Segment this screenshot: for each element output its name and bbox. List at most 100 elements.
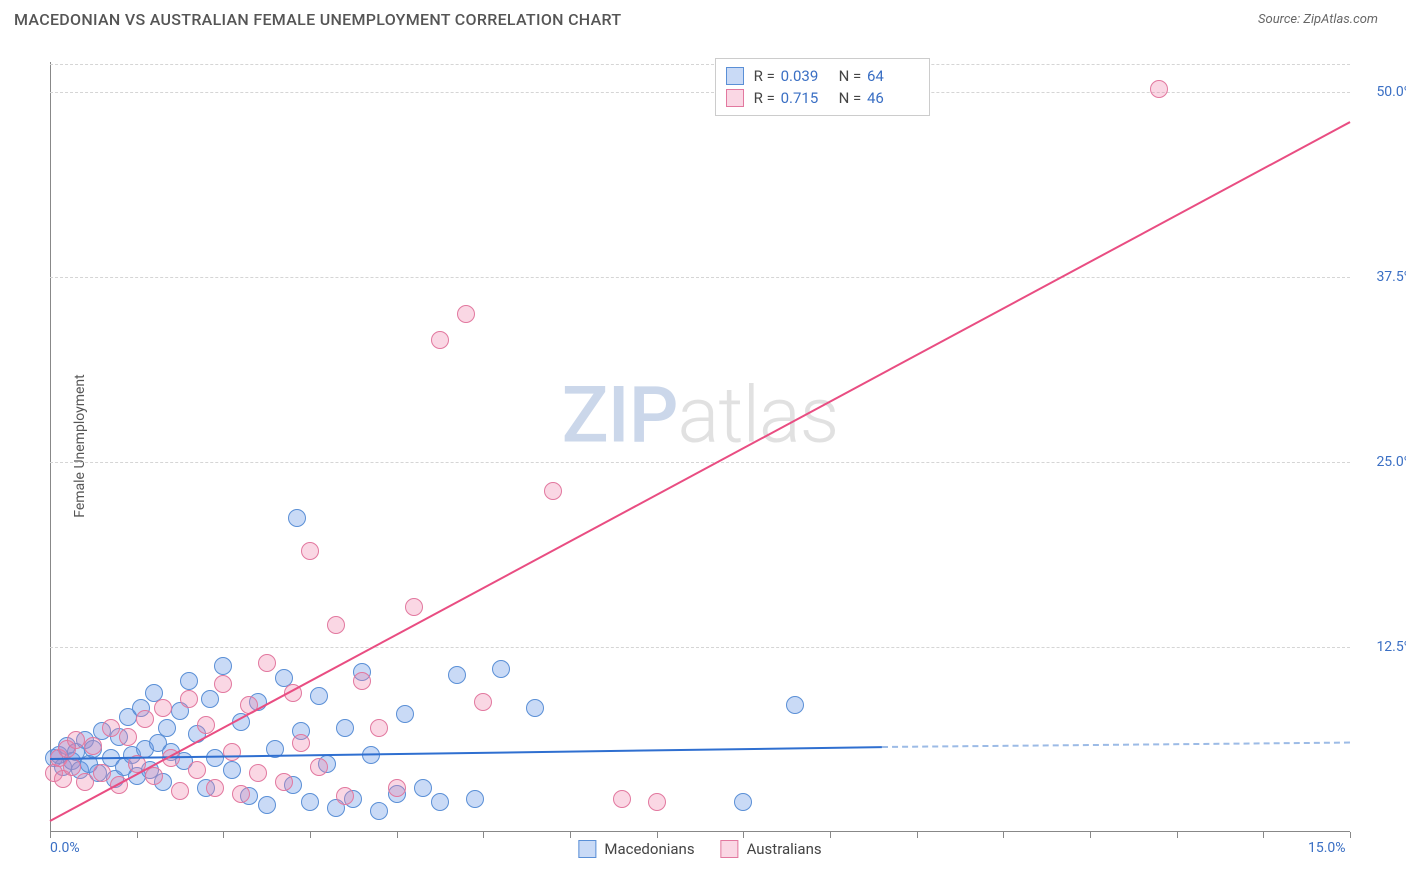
n-label-2: N = (839, 89, 862, 107)
data-point (249, 764, 267, 782)
data-point (431, 793, 449, 811)
n-label-1: N = (839, 67, 862, 85)
data-point (201, 690, 219, 708)
data-point (301, 542, 319, 560)
data-point (301, 793, 319, 811)
data-point (214, 657, 232, 675)
legend-swatch-2 (721, 840, 739, 858)
data-point (310, 687, 328, 705)
data-point (102, 719, 120, 737)
legend-swatch-1 (578, 840, 596, 858)
y-axis (50, 62, 51, 832)
x-tick-mark (1090, 832, 1091, 838)
data-point (136, 710, 154, 728)
data-point (1150, 80, 1168, 98)
data-point (336, 787, 354, 805)
y-tick-label: 12.5% (1358, 639, 1406, 655)
data-point (67, 731, 85, 749)
r-label-1: R = (754, 67, 775, 85)
y-tick-label: 25.0% (1358, 454, 1406, 470)
data-point (310, 758, 328, 776)
data-point (370, 719, 388, 737)
x-tick-label: 0.0% (50, 840, 80, 856)
data-point (93, 764, 111, 782)
data-point (288, 509, 306, 527)
data-point (223, 761, 241, 779)
data-point (84, 737, 102, 755)
data-point (188, 761, 206, 779)
r-value-1: 0.039 (781, 67, 829, 85)
data-point (258, 796, 276, 814)
data-point (206, 749, 224, 767)
data-point (76, 773, 94, 791)
data-point (353, 672, 371, 690)
data-point (388, 779, 406, 797)
x-tick-mark (1350, 832, 1351, 838)
data-point (258, 654, 276, 672)
n-value-2: 46 (867, 89, 915, 107)
data-point (158, 719, 176, 737)
x-axis (50, 831, 1350, 832)
y-tick-label: 50.0% (1358, 84, 1406, 100)
data-point (206, 779, 224, 797)
stats-legend: R = 0.039 N = 64 R = 0.715 N = 46 (715, 58, 930, 116)
data-point (544, 482, 562, 500)
swatch-series1 (726, 67, 744, 85)
gridline (50, 64, 1350, 65)
x-tick-mark (1177, 832, 1178, 838)
r-value-2: 0.715 (781, 89, 829, 107)
data-point (457, 305, 475, 323)
x-tick-mark (1003, 832, 1004, 838)
gridline (50, 462, 1350, 463)
gridline (50, 647, 1350, 648)
data-point (292, 734, 310, 752)
x-tick-mark (657, 832, 658, 838)
x-tick-mark (310, 832, 311, 838)
data-point (474, 693, 492, 711)
stats-row-2: R = 0.715 N = 46 (726, 87, 915, 109)
x-tick-mark (397, 832, 398, 838)
data-point (448, 666, 466, 684)
data-point (171, 782, 189, 800)
legend-label-1: Macedonians (604, 840, 694, 858)
data-point (414, 779, 432, 797)
source-attribution: Source: ZipAtlas.com (1258, 12, 1378, 27)
data-point (613, 790, 631, 808)
chart-title: MACEDONIAN VS AUSTRALIAN FEMALE UNEMPLOY… (14, 10, 621, 29)
x-tick-label: 15.0% (1308, 840, 1346, 856)
legend-label-2: Australians (747, 840, 822, 858)
series-legend: Macedonians Australians (578, 840, 821, 858)
x-tick-mark (50, 832, 51, 838)
x-tick-mark (743, 832, 744, 838)
y-tick-label: 37.5% (1358, 269, 1406, 285)
stats-row-1: R = 0.039 N = 64 (726, 65, 915, 87)
data-point (648, 793, 666, 811)
data-point (180, 690, 198, 708)
data-point (526, 699, 544, 717)
data-point (154, 699, 172, 717)
x-tick-mark (137, 832, 138, 838)
legend-item-2: Australians (721, 840, 822, 858)
data-point (63, 758, 81, 776)
x-tick-mark (483, 832, 484, 838)
x-tick-mark (830, 832, 831, 838)
data-point (119, 728, 137, 746)
trend-line (50, 121, 1351, 822)
n-value-1: 64 (867, 67, 915, 85)
data-point (370, 802, 388, 820)
legend-item-1: Macedonians (578, 840, 694, 858)
data-point (275, 773, 293, 791)
data-point (734, 793, 752, 811)
data-point (405, 598, 423, 616)
data-point (492, 660, 510, 678)
data-point (336, 719, 354, 737)
data-point (214, 675, 232, 693)
data-point (232, 785, 250, 803)
x-tick-mark (917, 832, 918, 838)
plot-region: 12.5%25.0%37.5%50.0%0.0%15.0% (50, 62, 1350, 832)
data-point (327, 616, 345, 634)
data-point (466, 790, 484, 808)
trend-line (882, 742, 1350, 748)
data-point (786, 696, 804, 714)
data-point (223, 743, 241, 761)
